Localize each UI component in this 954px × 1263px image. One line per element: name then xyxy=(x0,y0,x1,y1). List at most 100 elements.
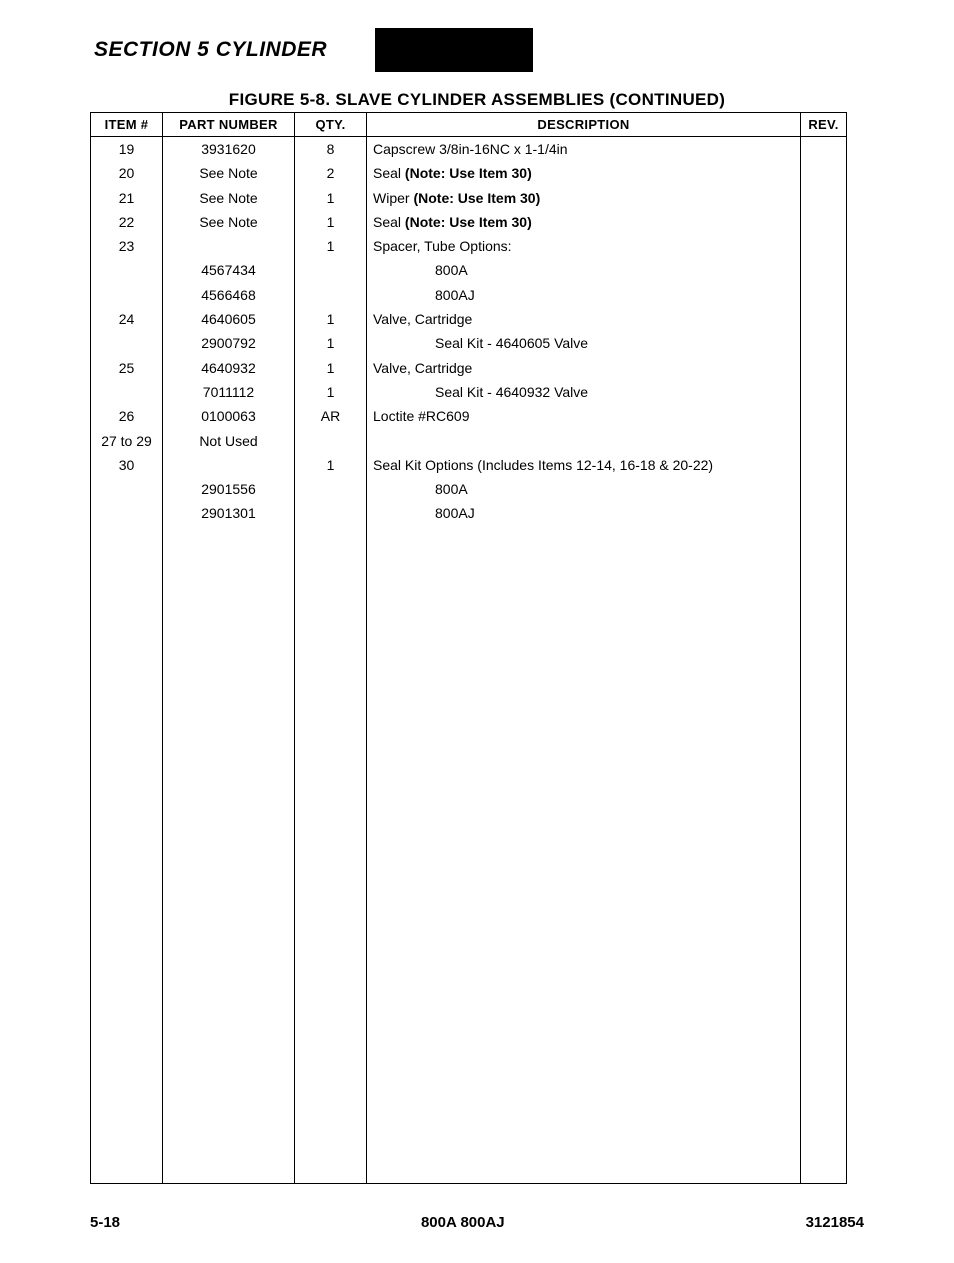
cell-rev xyxy=(801,477,847,501)
cell-description: 800AJ xyxy=(367,283,801,307)
cell-qty xyxy=(295,501,367,525)
table-filler-row xyxy=(91,526,847,1184)
cell-description: Loctite #RC609 xyxy=(367,404,801,428)
cell-part-number: See Note xyxy=(163,210,295,234)
figure-title: FIGURE 5-8. SLAVE CYLINDER ASSEMBLIES (C… xyxy=(0,90,954,110)
cell-item: 27 to 29 xyxy=(91,429,163,453)
table-row: 2901301 800AJ xyxy=(91,501,847,525)
cell-rev xyxy=(801,380,847,404)
note-bold: (Note: Use Item 30) xyxy=(405,165,532,181)
table-row: 29007921Seal Kit - 4640605 Valve xyxy=(91,331,847,355)
cell-rev xyxy=(801,283,847,307)
cell-qty: 1 xyxy=(295,210,367,234)
table-row: 1939316208Capscrew 3/8in-16NC x 1-1/4in xyxy=(91,137,847,162)
cell-item: 24 xyxy=(91,307,163,331)
cell-description xyxy=(367,429,801,453)
cell-part-number xyxy=(163,453,295,477)
cell-item xyxy=(91,258,163,282)
cell-rev xyxy=(801,429,847,453)
cell-description: Seal (Note: Use Item 30) xyxy=(367,161,801,185)
cell-qty xyxy=(295,477,367,501)
cell-part-number: 2901301 xyxy=(163,501,295,525)
filler-cell xyxy=(91,526,163,1184)
cell-rev xyxy=(801,453,847,477)
cell-description: Spacer, Tube Options: xyxy=(367,234,801,258)
col-header-qty: QTY. xyxy=(295,113,367,137)
cell-qty: 1 xyxy=(295,453,367,477)
table-row: 4566468 800AJ xyxy=(91,283,847,307)
filler-cell xyxy=(801,526,847,1184)
cell-part-number: 2901556 xyxy=(163,477,295,501)
cell-item: 20 xyxy=(91,161,163,185)
cell-item xyxy=(91,477,163,501)
cell-item: 21 xyxy=(91,186,163,210)
cell-item: 26 xyxy=(91,404,163,428)
cell-qty xyxy=(295,283,367,307)
cell-part-number: 4566468 xyxy=(163,283,295,307)
page-footer: 5-18 800A 800AJ 3121854 xyxy=(90,1214,864,1231)
cell-rev xyxy=(801,186,847,210)
table-row: 2446406051Valve, Cartridge xyxy=(91,307,847,331)
filler-cell xyxy=(163,526,295,1184)
cell-part-number: 4640932 xyxy=(163,356,295,380)
cell-description: Seal Kit - 4640932 Valve xyxy=(367,380,801,404)
footer-page-number: 5-18 xyxy=(90,1214,120,1231)
cell-part-number: 4567434 xyxy=(163,258,295,282)
cell-part-number: See Note xyxy=(163,186,295,210)
cell-part-number: 4640605 xyxy=(163,307,295,331)
cell-qty: 8 xyxy=(295,137,367,162)
cell-qty xyxy=(295,258,367,282)
cell-part-number: 0100063 xyxy=(163,404,295,428)
cell-part-number: 3931620 xyxy=(163,137,295,162)
table-row: 2901556 800A xyxy=(91,477,847,501)
filler-cell xyxy=(295,526,367,1184)
cell-part-number: 7011112 xyxy=(163,380,295,404)
note-bold: (Note: Use Item 30) xyxy=(405,214,532,230)
cell-rev xyxy=(801,501,847,525)
cell-rev xyxy=(801,210,847,234)
cell-rev xyxy=(801,137,847,162)
section-title: SECTION 5 CYLINDER xyxy=(90,28,367,72)
cell-description: Seal (Note: Use Item 30) xyxy=(367,210,801,234)
footer-doc-number: 3121854 xyxy=(806,1214,864,1231)
table-row: 231Spacer, Tube Options: xyxy=(91,234,847,258)
cell-item: 22 xyxy=(91,210,163,234)
table-row: 4567434 800A xyxy=(91,258,847,282)
cell-description: Capscrew 3/8in-16NC x 1-1/4in xyxy=(367,137,801,162)
cell-item xyxy=(91,380,163,404)
cell-rev xyxy=(801,234,847,258)
table-row: 260100063ARLoctite #RC609 xyxy=(91,404,847,428)
table-row: 21See Note1Wiper (Note: Use Item 30) xyxy=(91,186,847,210)
cell-description: 800A xyxy=(367,258,801,282)
section-header-bar xyxy=(375,28,533,72)
cell-rev xyxy=(801,356,847,380)
section-header: SECTION 5 CYLINDER xyxy=(90,28,954,72)
table-row: 70111121Seal Kit - 4640932 Valve xyxy=(91,380,847,404)
cell-part-number: Not Used xyxy=(163,429,295,453)
cell-description: Valve, Cartridge xyxy=(367,307,801,331)
table-row: 30 1Seal Kit Options (Includes Items 12-1… xyxy=(91,453,847,477)
cell-description: Seal Kit Options (Includes Items 12-14, … xyxy=(367,453,801,477)
filler-cell xyxy=(367,526,801,1184)
cell-qty: 2 xyxy=(295,161,367,185)
cell-rev xyxy=(801,258,847,282)
col-header-rev: REV. xyxy=(801,113,847,137)
cell-item xyxy=(91,283,163,307)
cell-item xyxy=(91,501,163,525)
cell-qty: 1 xyxy=(295,331,367,355)
table-row: 27 to 29Not Used xyxy=(91,429,847,453)
cell-qty: 1 xyxy=(295,307,367,331)
cell-description: Seal Kit - 4640605 Valve xyxy=(367,331,801,355)
cell-qty xyxy=(295,429,367,453)
cell-rev xyxy=(801,307,847,331)
cell-description: Valve, Cartridge xyxy=(367,356,801,380)
cell-rev xyxy=(801,404,847,428)
col-header-desc: DESCRIPTION xyxy=(367,113,801,137)
cell-item: 30 xyxy=(91,453,163,477)
cell-rev xyxy=(801,161,847,185)
table-header-row: ITEM # PART NUMBER QTY. DESCRIPTION REV. xyxy=(91,113,847,137)
cell-rev xyxy=(801,331,847,355)
parts-table: ITEM # PART NUMBER QTY. DESCRIPTION REV.… xyxy=(90,112,847,1184)
cell-description: 800AJ xyxy=(367,501,801,525)
cell-description: 800A xyxy=(367,477,801,501)
